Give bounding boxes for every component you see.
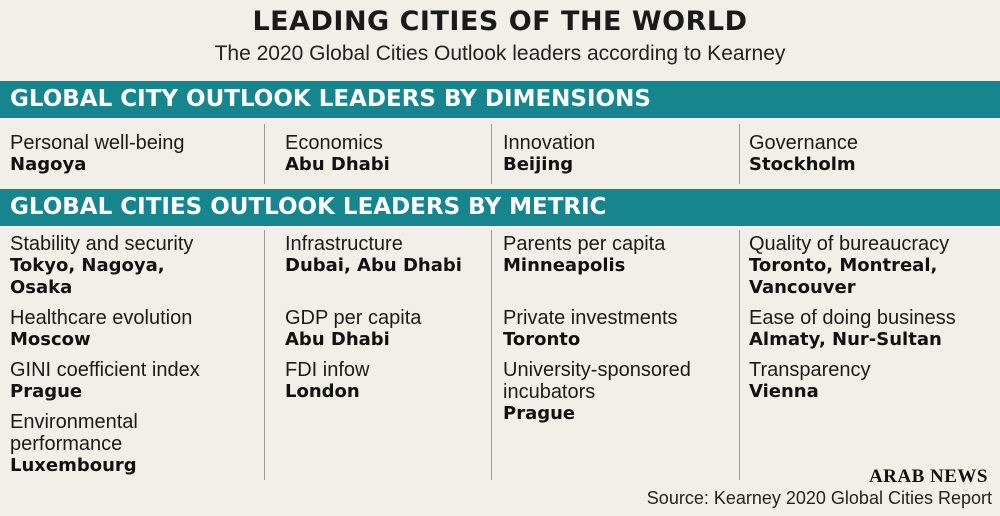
dimension-label: Governance	[749, 132, 858, 154]
metric-item: Transparency Vienna	[749, 359, 994, 403]
metric-item: Environmental performance Luxembourg	[10, 411, 180, 477]
metric-item: Ease of doing business Almaty, Nur-Sulta…	[749, 307, 994, 351]
metric-label: Infrastructure	[285, 233, 403, 255]
metric-item: University-sponsored incubators Prague	[503, 359, 735, 425]
metric-cities: Vienna	[749, 381, 819, 402]
metric-header: GLOBAL CITIES OUTLOOK LEADERS BY METRIC	[0, 189, 1000, 226]
metric-cities: Prague	[503, 403, 576, 424]
column-divider	[264, 124, 265, 184]
metric-column: Parents per capita Minneapolis Private i…	[503, 233, 735, 433]
dimension-city: Abu Dhabi	[285, 154, 390, 175]
column-divider	[491, 124, 492, 184]
metric-item: GINI coefficient index Prague	[10, 359, 230, 403]
page-subtitle: The 2020 Global Cities Outlook leaders a…	[214, 42, 786, 65]
dimension-cell: Innovation Beijing	[503, 132, 741, 176]
metric-label: GINI coefficient index	[10, 359, 200, 381]
metric-label: Quality of bureaucracy	[749, 233, 950, 255]
dimension-cell: Economics Abu Dhabi	[285, 132, 523, 176]
dimension-cell: Governance Stockholm	[749, 132, 987, 176]
metric-item: Healthcare evolution Moscow	[10, 307, 230, 351]
metric-label: FDI infow	[285, 359, 370, 381]
metric-label: Transparency	[749, 359, 871, 381]
metric-cities: Prague	[10, 381, 83, 402]
dimension-label: Innovation	[503, 132, 596, 154]
metric-label: University-sponsored incubators	[503, 359, 691, 403]
metric-item: GDP per capita Abu Dhabi	[285, 285, 485, 351]
metric-item: FDI infow London	[285, 359, 485, 403]
metric-item: Parents per capita Minneapolis	[503, 233, 735, 277]
metric-column: Infrastructure Dubai, Abu Dhabi GDP per …	[285, 233, 485, 411]
dimension-city: Beijing	[503, 154, 574, 175]
metric-label: Stability and security	[10, 233, 194, 255]
column-divider	[491, 230, 492, 480]
metric-label: Environmental performance	[10, 411, 138, 455]
metric-label: Healthcare evolution	[10, 307, 193, 329]
metric-cities: London	[285, 381, 360, 402]
dimensions-header: GLOBAL CITY OUTLOOK LEADERS BY DIMENSION…	[0, 81, 1000, 118]
column-divider	[264, 230, 265, 480]
metric-column: Quality of bureaucracy Toronto, Montreal…	[749, 233, 994, 411]
metric-label: Ease of doing business	[749, 307, 956, 329]
metric-cities: Minneapolis	[503, 255, 626, 276]
metric-cities: Dubai, Abu Dhabi	[285, 255, 462, 276]
page-title: LEADING CITIES OF THE WORLD	[252, 6, 748, 37]
dimension-cell: Personal well-being Nagoya	[10, 132, 248, 176]
metric-cities: Almaty, Nur-Sultan	[749, 329, 942, 350]
metric-label: Private investments	[503, 307, 678, 329]
dimension-label: Economics	[285, 132, 383, 154]
dimension-city: Stockholm	[749, 154, 856, 175]
metric-cities: Abu Dhabi	[285, 329, 390, 350]
metric-item: Quality of bureaucracy Toronto, Montreal…	[749, 233, 989, 299]
metric-column: Stability and security Tokyo, Nagoya, Os…	[10, 233, 230, 485]
metric-cities: Toronto	[503, 329, 581, 350]
metric-item: Private investments Toronto	[503, 285, 735, 351]
metric-item: Stability and security Tokyo, Nagoya, Os…	[10, 233, 230, 299]
metric-label: GDP per capita	[285, 307, 422, 329]
metric-cities: Tokyo, Nagoya, Osaka	[10, 255, 165, 298]
column-divider	[739, 124, 740, 184]
dimension-city: Nagoya	[10, 154, 87, 175]
metric-item: Infrastructure Dubai, Abu Dhabi	[285, 233, 485, 277]
metric-cities: Toronto, Montreal, Vancouver	[749, 255, 938, 298]
metric-label: Parents per capita	[503, 233, 666, 255]
metric-cities: Luxembourg	[10, 455, 137, 476]
column-divider	[739, 230, 740, 480]
source-note: Source: Kearney 2020 Global Cities Repor…	[646, 488, 992, 508]
metric-cities: Moscow	[10, 329, 91, 350]
dimension-label: Personal well-being	[10, 132, 185, 154]
arab-news-logo: ARAB NEWS	[868, 466, 988, 487]
